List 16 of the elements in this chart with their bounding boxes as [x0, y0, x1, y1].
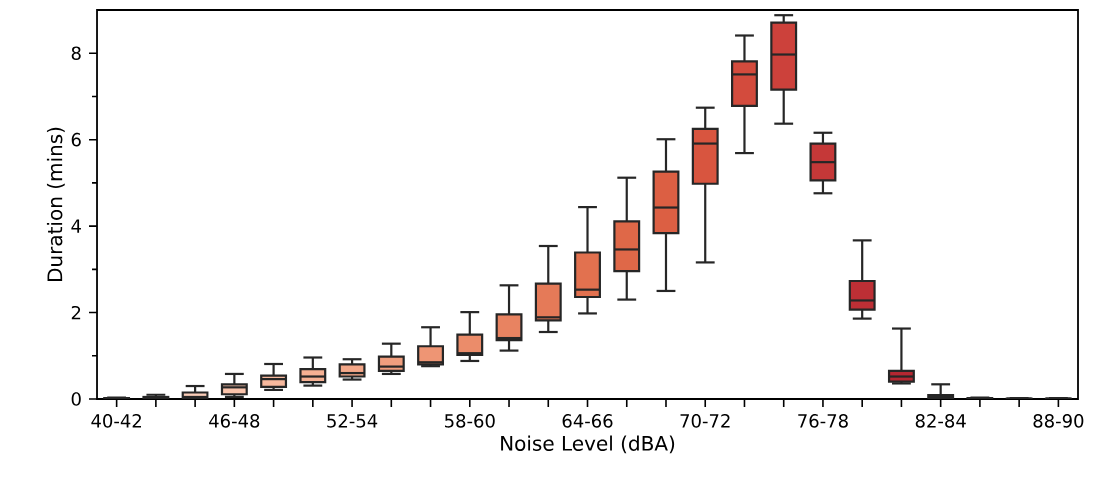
y-tick-label: 6 — [71, 132, 81, 147]
x-tick-label: 40-42 — [91, 414, 141, 428]
y-tick-label: 8 — [71, 46, 81, 61]
y-tick-label: 2 — [71, 305, 81, 320]
x-tick-label: 64-66 — [562, 414, 613, 428]
y-axis-title: Duration (mins) — [46, 127, 65, 282]
x-tick-label: 46-48 — [209, 414, 260, 428]
x-tick-label: 52-54 — [327, 414, 378, 428]
x-tick-label: 82-84 — [915, 414, 966, 428]
y-tick-label: 4 — [71, 219, 81, 233]
y-tick-label: 0 — [71, 392, 81, 406]
x-tick-label: 70-72 — [680, 414, 730, 428]
x-axis-title: Noise Level (dBA) — [501, 435, 675, 454]
x-tick-label: 76-78 — [798, 414, 848, 428]
x-tick-label: 88-90 — [1033, 414, 1084, 428]
x-tick-label: 58-60 — [445, 414, 495, 428]
